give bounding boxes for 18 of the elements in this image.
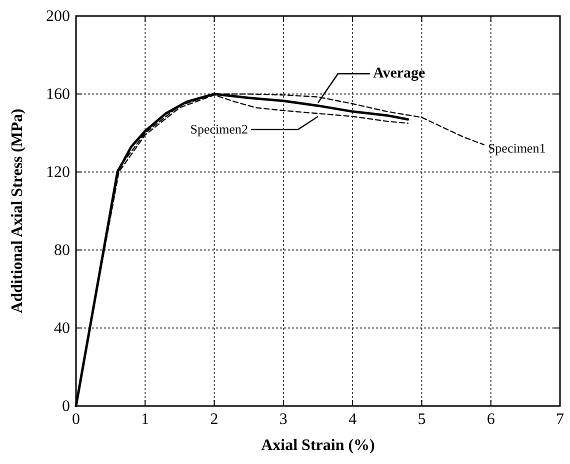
x-tick-label: 1	[141, 411, 150, 428]
x-tick-label: 4	[348, 411, 357, 428]
y-tick-label: 120	[46, 164, 70, 181]
y-tick-label: 80	[54, 242, 70, 259]
y-tick-label: 160	[46, 86, 70, 103]
series-label: Specimen2	[190, 122, 248, 136]
x-axis-title: Axial Strain (%)	[261, 437, 375, 454]
text: Average	[373, 66, 426, 82]
x-tick-label: 5	[418, 411, 426, 428]
y-tick-label: 40	[54, 320, 70, 337]
y-tick-label: 0	[62, 398, 70, 415]
x-tick-label: 2	[210, 411, 218, 428]
x-tick-label: 7	[556, 411, 564, 428]
series-label: Specimen1	[488, 140, 546, 156]
x-tick-label: 6	[486, 411, 495, 428]
y-axis-title: Additional Axial Stress (MPa)	[9, 108, 26, 314]
x-tick-label: 3	[279, 411, 288, 428]
y-tick-label: 200	[46, 8, 70, 25]
